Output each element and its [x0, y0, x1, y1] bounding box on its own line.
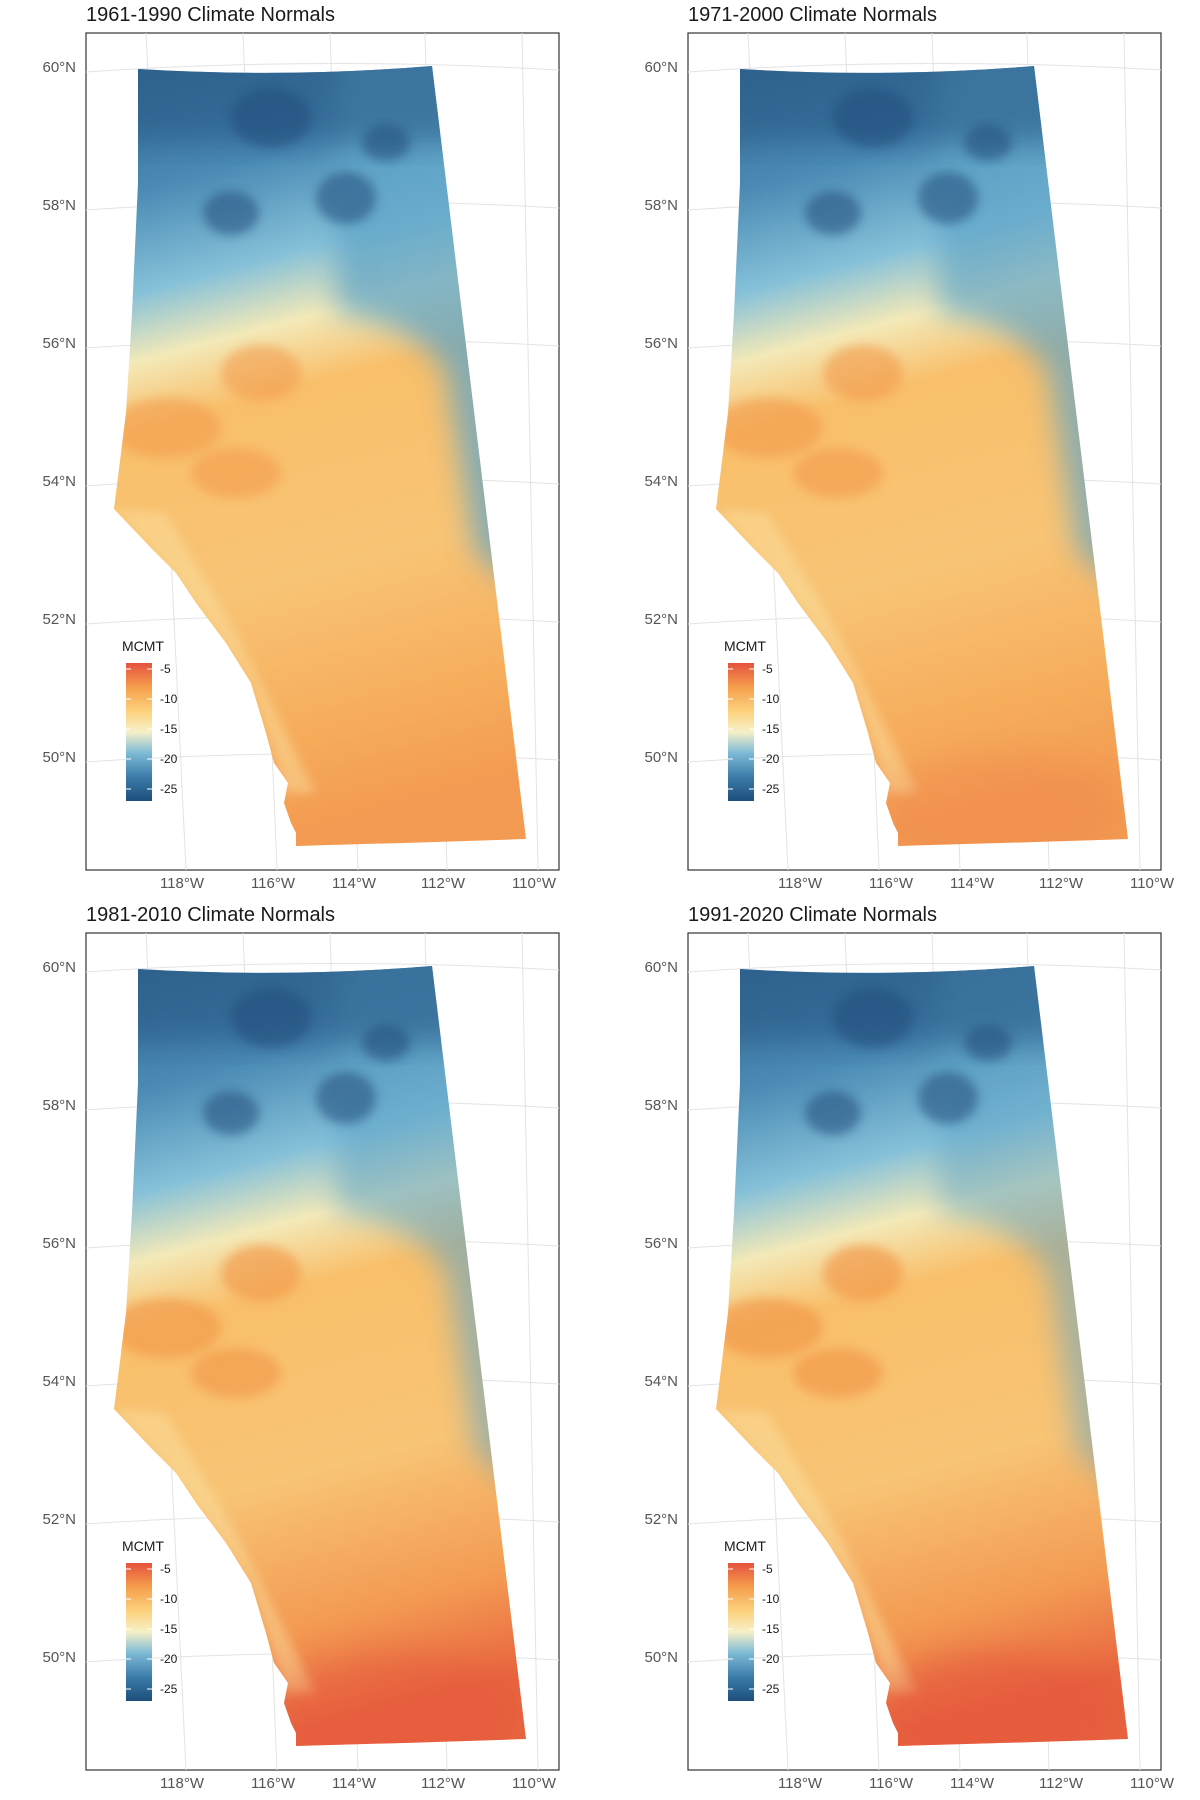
legend-tick-label: -10	[762, 692, 780, 706]
legend-tick-label: -20	[762, 1652, 780, 1666]
lat-label: 56°N	[644, 335, 678, 352]
legend: MCMT -5 -10 -15 -20 -25	[724, 638, 780, 801]
lon-label: 118°W	[160, 1775, 205, 1792]
legend-tick-label: -25	[762, 1682, 780, 1696]
lat-label: 52°N	[644, 1511, 678, 1528]
lon-label: 114°W	[332, 875, 377, 892]
lon-label: 118°W	[160, 875, 205, 892]
legend-tick-label: -25	[160, 1682, 178, 1696]
legend-colorbar	[728, 663, 754, 801]
lat-label: 50°N	[42, 1649, 76, 1666]
lon-label: 112°W	[1039, 875, 1084, 892]
legend-tick-label: -15	[762, 722, 780, 736]
lat-label: 54°N	[42, 1373, 76, 1390]
lat-label: 58°N	[644, 197, 678, 214]
panel-title: 1981-2010 Climate Normals	[86, 904, 335, 926]
legend-tick-label: -20	[762, 752, 780, 766]
legend-tick-label: -5	[160, 1562, 171, 1576]
lat-label: 50°N	[644, 1649, 678, 1666]
legend-tick-label: -15	[160, 722, 178, 736]
legend-tick-label: -15	[762, 1622, 780, 1636]
lat-label: 60°N	[42, 959, 76, 976]
legend-title: MCMT	[724, 638, 766, 654]
legend-colorbar	[126, 1563, 152, 1701]
lat-label: 60°N	[42, 59, 76, 76]
lat-label: 54°N	[644, 1373, 678, 1390]
lon-label: 114°W	[950, 1775, 995, 1792]
lon-label: 116°W	[869, 1775, 914, 1792]
legend-title: MCMT	[122, 638, 164, 654]
legend: MCMT -5 -10 -15 -20 -25	[122, 638, 178, 801]
map-panel: 1981-2010 Climate Normals 60°N 58°N 56°N 54°…	[42, 904, 560, 1792]
legend-title: MCMT	[724, 1538, 766, 1554]
lat-label: 56°N	[42, 1235, 76, 1252]
lat-label: 54°N	[42, 473, 76, 490]
lat-label: 54°N	[644, 473, 678, 490]
lon-label: 112°W	[421, 1775, 466, 1792]
lat-label: 56°N	[42, 335, 76, 352]
lat-label: 60°N	[644, 959, 678, 976]
lat-label: 58°N	[644, 1097, 678, 1114]
lon-label: 118°W	[778, 875, 823, 892]
lon-label: 112°W	[421, 875, 466, 892]
lat-label: 52°N	[42, 1511, 76, 1528]
lon-label: 110°W	[1130, 1775, 1175, 1792]
lat-label: 56°N	[644, 1235, 678, 1252]
lon-label: 110°W	[512, 1775, 557, 1792]
lat-label: 52°N	[42, 611, 76, 628]
legend-tick-label: -5	[160, 662, 171, 676]
legend-tick-label: -10	[160, 692, 178, 706]
lat-label: 50°N	[644, 749, 678, 766]
lon-label: 114°W	[332, 1775, 377, 1792]
legend-tick-label: -5	[762, 1562, 773, 1576]
panel-title: 1971-2000 Climate Normals	[688, 4, 937, 26]
lat-label: 60°N	[644, 59, 678, 76]
legend: MCMT -5 -10 -15 -20 -25	[724, 1538, 780, 1701]
legend: MCMT -5 -10 -15 -20 -25	[122, 1538, 178, 1701]
lat-label: 58°N	[42, 197, 76, 214]
legend-tick-label: -15	[160, 1622, 178, 1636]
lon-label: 116°W	[251, 1775, 296, 1792]
lon-label: 110°W	[512, 875, 557, 892]
lat-label: 58°N	[42, 1097, 76, 1114]
legend-tick-label: -5	[762, 662, 773, 676]
map-panel: 1961-1990 Climate Normals 60°N 58°N 56°N 54°…	[42, 4, 560, 892]
legend-tick-label: -20	[160, 752, 178, 766]
lon-label: 118°W	[778, 1775, 823, 1792]
legend-colorbar	[126, 663, 152, 801]
legend-tick-label: -25	[762, 782, 780, 796]
lon-label: 116°W	[869, 875, 914, 892]
panel-title: 1961-1990 Climate Normals	[86, 4, 335, 26]
lat-label: 52°N	[644, 611, 678, 628]
legend-tick-label: -10	[160, 1592, 178, 1606]
lon-label: 112°W	[1039, 1775, 1084, 1792]
map-panel: 1991-2020 Climate Normals 60°N 58°N 56°N 54°…	[644, 904, 1174, 1792]
lat-label: 50°N	[42, 749, 76, 766]
lon-label: 116°W	[251, 875, 296, 892]
lon-label: 110°W	[1130, 875, 1175, 892]
legend-tick-label: -20	[160, 1652, 178, 1666]
legend-title: MCMT	[122, 1538, 164, 1554]
legend-tick-label: -10	[762, 1592, 780, 1606]
lon-label: 114°W	[950, 875, 995, 892]
legend-colorbar	[728, 1563, 754, 1701]
legend-tick-label: -25	[160, 782, 178, 796]
panel-title: 1991-2020 Climate Normals	[688, 904, 937, 926]
map-panel: 1971-2000 Climate Normals 60°N 58°N 56°N 54°…	[644, 4, 1174, 892]
